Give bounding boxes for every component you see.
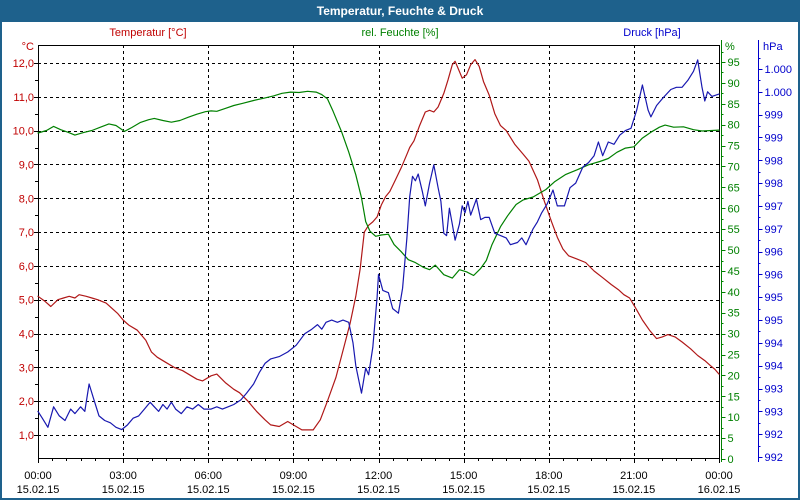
pressure-tick-label: 998 — [765, 155, 783, 167]
unit-label-celsius: °C — [21, 41, 34, 53]
x-date-label: 15.02.15 — [357, 484, 400, 496]
axis-title-humidity: rel. Feuchte [%] — [361, 27, 439, 39]
pressure-tick-label: 995 — [765, 315, 783, 327]
pressure-tick-label: 997 — [765, 201, 783, 213]
pressure-tick-label: 993 — [765, 406, 783, 418]
humidity-tick-label: 5 — [728, 433, 734, 445]
pressure-tick-label: 1.000 — [765, 64, 793, 76]
humidity-tick-label: 10 — [728, 412, 740, 424]
x-time-label: 09:00 — [280, 470, 308, 482]
humidity-tick-label: 60 — [728, 203, 740, 215]
pressure-tick-label: 994 — [765, 361, 783, 373]
humidity-tick-label: 35 — [728, 308, 740, 320]
humidity-tick-label: 85 — [728, 99, 740, 111]
pressure-tick-label: 999 — [765, 110, 783, 122]
temp-tick-label: 2,0 — [19, 396, 34, 408]
pressure-tick-label: 997 — [765, 224, 783, 236]
temp-tick-label: 6,0 — [19, 261, 34, 273]
pressure-tick-label: 992 — [765, 429, 783, 441]
humidity-tick-label: 80 — [728, 120, 740, 132]
pressure-tick-label: 994 — [765, 338, 783, 350]
x-time-label: 00:00 — [24, 470, 52, 482]
pressure-tick-label: 996 — [765, 247, 783, 259]
temp-tick-label: 9,0 — [19, 159, 34, 171]
humidity-tick-label: 20 — [728, 370, 740, 382]
humidity-tick-label: 15 — [728, 391, 740, 403]
humidity-tick-label: 50 — [728, 245, 740, 257]
temp-tick-label: 10,0 — [13, 126, 34, 138]
temp-tick-label: 1,0 — [19, 430, 34, 442]
humidity-tick-label: 45 — [728, 266, 740, 278]
humidity-tick-label: 30 — [728, 329, 740, 341]
humidity-tick-label: 40 — [728, 287, 740, 299]
x-date-label: 15.02.15 — [612, 484, 655, 496]
x-time-label: 21:00 — [620, 470, 648, 482]
x-time-label: 15:00 — [450, 470, 478, 482]
temp-tick-label: 4,0 — [19, 329, 34, 341]
temperature-curve — [37, 58, 720, 431]
humidity-tick-label: 75 — [728, 141, 740, 153]
x-time-label: 03:00 — [109, 470, 137, 482]
humidity-tick-label: 90 — [728, 78, 740, 90]
temp-tick-label: 11,0 — [13, 92, 34, 104]
humidity-curve — [37, 90, 720, 279]
x-time-label: 00:00 — [705, 470, 733, 482]
pressure-tick-label: 999 — [765, 132, 783, 144]
axis-title-temperature: Temperatur [°C] — [109, 27, 187, 39]
humidity-tick-label: 55 — [728, 224, 740, 236]
axis-title-pressure: Druck [hPa] — [623, 27, 681, 39]
temp-tick-label: 5,0 — [19, 295, 34, 307]
x-date-label: 15.02.15 — [17, 484, 60, 496]
temp-tick-label: 12,0 — [13, 58, 34, 70]
temp-tick-label: 3,0 — [19, 362, 34, 374]
pressure-tick-label: 996 — [765, 269, 783, 281]
x-date-label: 15.02.15 — [527, 484, 570, 496]
x-date-label: 16.02.15 — [698, 484, 741, 496]
x-date-label: 15.02.15 — [102, 484, 145, 496]
humidity-tick-label: 25 — [728, 350, 740, 362]
humidity-tick-label: 95 — [728, 57, 740, 69]
pressure-tick-label: 995 — [765, 292, 783, 304]
pressure-tick-label: 992 — [765, 452, 783, 464]
x-time-label: 18:00 — [535, 470, 563, 482]
pressure-tick-label: 993 — [765, 384, 783, 396]
x-time-label: 06:00 — [194, 470, 222, 482]
humidity-tick-label: 65 — [728, 182, 740, 194]
pressure-curve — [37, 59, 720, 431]
x-date-label: 15.02.15 — [272, 484, 315, 496]
humidity-tick-label: 0 — [728, 454, 734, 466]
x-date-label: 15.02.15 — [442, 484, 485, 496]
unit-label-percent: % — [725, 41, 735, 53]
window-title: Temperatur, Feuchte & Druck — [316, 4, 484, 18]
title-bar: Temperatur, Feuchte & Druck — [0, 0, 800, 22]
unit-label-hpa: hPa — [763, 41, 783, 53]
temp-tick-label: 7,0 — [19, 227, 34, 239]
pressure-tick-label: 1.000 — [765, 87, 793, 99]
x-date-label: 15.02.15 — [187, 484, 230, 496]
x-time-label: 12:00 — [365, 470, 393, 482]
temp-tick-label: 8,0 — [19, 193, 34, 205]
humidity-tick-label: 70 — [728, 161, 740, 173]
pressure-tick-label: 998 — [765, 178, 783, 190]
